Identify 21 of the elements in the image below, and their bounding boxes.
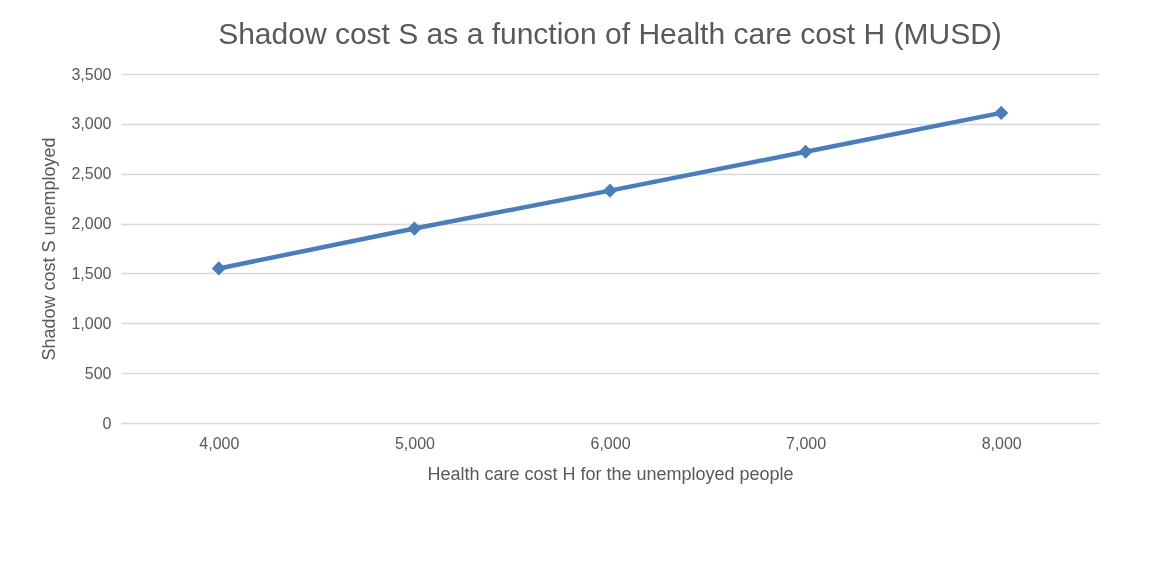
x-tick-label: 6,000 bbox=[590, 434, 631, 452]
x-axis-title: Health care cost H for the unemployed people bbox=[427, 463, 794, 484]
y-tick-label: 0 bbox=[102, 414, 112, 432]
y-tick-label: 3,500 bbox=[71, 65, 112, 83]
x-tick-label: 7,000 bbox=[786, 434, 827, 452]
point bbox=[602, 183, 618, 198]
y-tick-label: 2,000 bbox=[71, 215, 112, 233]
y-tick-label: 1,500 bbox=[71, 264, 112, 282]
x-tick-label: 5,000 bbox=[394, 434, 436, 452]
x-tick-label: 8,000 bbox=[981, 434, 1022, 452]
point bbox=[994, 105, 1009, 120]
y-tick-label: 3,000 bbox=[71, 115, 112, 133]
y-tick-label: 1,000 bbox=[71, 314, 112, 332]
x-tick-label: 4,000 bbox=[199, 434, 240, 452]
y-tick-label: 2,500 bbox=[71, 165, 112, 183]
point bbox=[211, 261, 226, 276]
y-axis-title: Shadow cost S unemployed bbox=[39, 137, 60, 361]
point bbox=[798, 144, 813, 159]
chart-title: Shadow cost S as a function of Health care cost H (MUSD) bbox=[218, 17, 1002, 50]
y-tick-label: 500 bbox=[84, 364, 112, 382]
point bbox=[407, 221, 422, 236]
